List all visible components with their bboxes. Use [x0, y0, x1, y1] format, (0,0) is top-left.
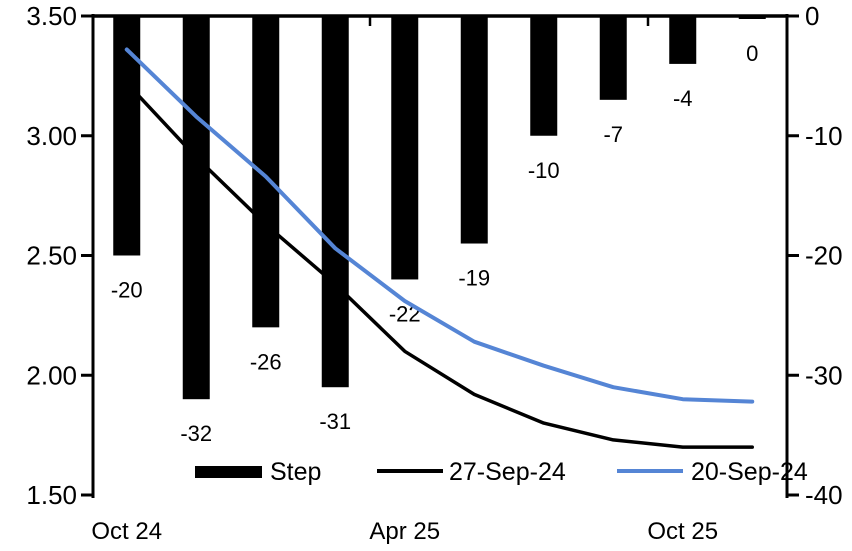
- right-axis-label: -20: [805, 241, 843, 271]
- bar-data-label: -26: [250, 349, 282, 374]
- right-axis-label: -40: [805, 480, 843, 510]
- legend-label: 20-Sep-24: [691, 458, 808, 486]
- bar-step: [391, 16, 419, 280]
- x-axis-label: Oct 25: [647, 518, 718, 545]
- bar-step: [669, 16, 697, 64]
- bar-data-label: -20: [111, 278, 143, 303]
- right-axis-label: -30: [805, 360, 843, 390]
- left-axis-label: 2.00: [26, 360, 77, 390]
- bar-step: [599, 16, 627, 100]
- bar-data-label: -19: [458, 266, 490, 291]
- x-axis-label: Oct 24: [91, 518, 162, 545]
- series-line-20-Sep-24: [124, 47, 755, 404]
- right-axis-label: 0: [805, 1, 819, 31]
- series-line-27-Sep-24: [125, 81, 754, 449]
- bar-step: [460, 16, 488, 244]
- bar-data-label: -4: [673, 86, 693, 111]
- bar-data-label: -10: [528, 158, 560, 183]
- bar-step: [321, 16, 349, 388]
- bar-step: [252, 16, 280, 328]
- bar-data-label: -7: [603, 122, 623, 147]
- bar-data-label: -32: [180, 421, 212, 446]
- legend-swatch-bar: [195, 466, 262, 478]
- bar-step: [530, 16, 558, 136]
- bar-data-label: 0: [746, 41, 758, 66]
- left-axis-label: 3.50: [26, 1, 77, 31]
- left-axis-label: 2.50: [26, 241, 77, 271]
- bar-data-label: -31: [319, 409, 351, 434]
- legend-label: Step: [270, 458, 321, 486]
- bar-step: [182, 16, 210, 400]
- right-axis-label: -10: [805, 121, 843, 151]
- left-axis-label: 1.50: [26, 480, 77, 510]
- legend-label: 27-Sep-24: [449, 458, 566, 486]
- x-axis-label: Apr 25: [369, 518, 440, 545]
- left-axis-label: 3.00: [26, 121, 77, 151]
